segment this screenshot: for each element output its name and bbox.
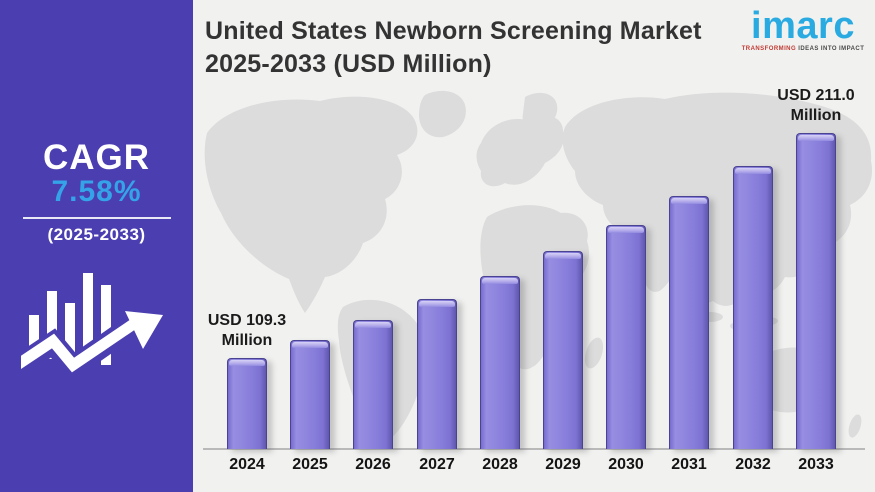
- x-tick-2024: 2024: [229, 456, 265, 473]
- cagr-period: (2025-2033): [47, 224, 146, 244]
- cagr-divider: [22, 216, 171, 219]
- bar-2028: [480, 276, 520, 449]
- bar-2026: [353, 320, 393, 449]
- bar-2024: [227, 358, 267, 449]
- x-tick-2032: 2032: [735, 456, 771, 473]
- data-label-last: USD 211.0 Million: [777, 87, 855, 125]
- imarc-wordmark: imarc: [751, 5, 855, 47]
- bar-2027: [417, 299, 457, 449]
- x-tick-2030: 2030: [608, 456, 644, 473]
- x-tick-2025: 2025: [292, 456, 328, 473]
- chart-title: United States Newborn Screening Market 2…: [205, 15, 745, 80]
- bar-2030: [606, 225, 646, 449]
- sidebar: CAGR 7.58% (2025-2033): [0, 0, 193, 492]
- cagr-label: CAGR: [42, 138, 151, 177]
- x-tick-2033: 2033: [798, 456, 834, 473]
- chart-title-line2: 2025-2033 (USD Million): [205, 49, 492, 78]
- data-label-first: USD 109.3 Million: [207, 312, 287, 350]
- bar-2029: [543, 251, 583, 449]
- bar-2031: [669, 196, 709, 449]
- tagline-rest: IDEAS INTO IMPACT: [796, 46, 865, 52]
- bar-2025: [290, 340, 330, 449]
- cagr-value: 7.58%: [51, 175, 142, 208]
- tagline-highlight: TRANSFORMING: [741, 46, 797, 52]
- x-axis-line: [203, 448, 865, 450]
- x-tick-2026: 2026: [355, 456, 391, 473]
- x-tick-2027: 2027: [419, 456, 455, 473]
- chart-title-line1: United States Newborn Screening Market: [205, 17, 702, 45]
- bar-2032: [733, 166, 773, 449]
- imarc-tagline: TRANSFORMING IDEAS INTO IMPACT: [739, 46, 867, 52]
- bar-2033: [796, 133, 836, 449]
- x-tick-2029: 2029: [545, 456, 581, 473]
- x-tick-2028: 2028: [482, 456, 518, 473]
- x-tick-2031: 2031: [671, 456, 707, 473]
- growth-bars-arrow-icon: [20, 272, 163, 382]
- imarc-logo: imarc TRANSFORMING IDEAS INTO IMPACT: [739, 7, 867, 52]
